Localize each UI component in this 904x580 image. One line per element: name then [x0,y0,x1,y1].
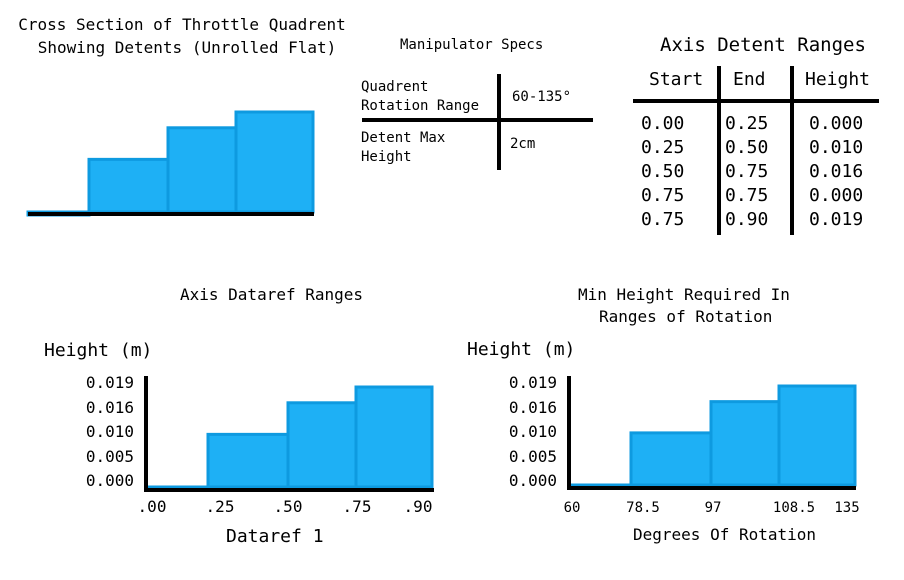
detent-header-height: Height [805,69,871,90]
detent-cell-r4-c2: 0.75 [725,185,769,206]
chart2-x-tick-3: 97 [704,500,722,516]
chart1-bar-4 [354,385,434,489]
cross-section-step-2 [87,157,170,214]
chart1-bar-2 [206,432,290,489]
chart1-x-tick-1: .00 [137,497,167,516]
detent-cell-r1-c2: 0.25 [725,113,769,134]
detent-cell-r4-c1: 0.75 [641,185,685,206]
chart2-y-tick-1: 0.019 [508,373,557,392]
chart2-title-line2: Ranges of Rotation [599,307,773,326]
specs-row2-label-line1: Detent Max [361,130,446,146]
chart2-bar-3 [709,400,781,487]
cross-section-step-3 [166,126,238,214]
chart2-y-tick-2: 0.016 [508,397,557,417]
chart1-y-tick-4: 0.005 [85,446,134,466]
chart1-y-tick-3: 0.010 [85,422,134,441]
chart2-bar-4 [777,384,857,487]
detent-cell-r5-c2: 0.90 [725,209,769,230]
detent-cell-r1-c3: 0.000 [809,113,864,134]
chart1-bar-3 [286,401,358,489]
chart1-x-tick-4: .75 [342,497,372,516]
chart1-x-tick-3: .50 [273,497,303,516]
specs-row1-value: 60-135° [512,89,572,105]
chart2-x-label: Degrees Of Rotation [633,525,817,544]
detent-cell-r2-c2: 0.50 [725,137,769,158]
detent-header-start: Start [649,69,704,90]
detent-cell-r1-c1: 0.00 [641,113,685,134]
detent-cell-r5-c1: 0.75 [641,209,685,230]
chart2-y-tick-3: 0.010 [508,422,557,441]
chart1-x-tick-5: .90 [403,497,433,516]
chart2-x-tick-4: 108.5 [772,500,816,516]
detent-cell-r3-c1: 0.50 [641,161,685,182]
chart1-title: Axis Dataref Ranges [180,285,364,304]
specs-row2-label-line2: Height [361,149,412,165]
chart1-x-tick-2: .25 [205,497,235,516]
chart2-x-tick-5: 135 [834,500,860,516]
chart1-y-tick-1: 0.019 [85,373,134,392]
detent-table-title: Axis Detent Ranges [660,34,866,56]
specs-title: Manipulator Specs [400,37,544,53]
chart2-x-tick-1: 60 [563,500,581,516]
cross-section-title-line1: Cross Section of Throttle Quadrent [18,15,346,34]
chart1-y-tick-5: 0.000 [85,471,134,490]
detent-header-end: End [733,69,766,90]
detent-cell-r2-c3: 0.010 [809,137,864,158]
cross-section-title-line2: Showing Detents (Unrolled Flat) [37,38,337,57]
chart2-x-tick-2: 78.5 [626,500,660,516]
chart2-y-label: Height (m) [467,339,576,360]
detent-cell-r5-c3: 0.019 [809,209,864,230]
chart1-x-label: Dataref 1 [226,526,324,547]
chart2-title-line1: Min Height Required In [578,285,790,304]
specs-row1-label-line1: Quadrent [361,79,429,95]
specs-row1-label-line2: Rotation Range [361,98,480,114]
detent-cell-r3-c2: 0.75 [725,161,769,182]
chart2-bar-2 [629,431,713,487]
cross-section-profile [26,110,315,217]
chart2-y-tick-5: 0.000 [508,471,557,490]
chart1-y-label: Height (m) [44,340,153,361]
chart1-y-tick-2: 0.016 [85,397,134,417]
specs-row2-value: 2cm [510,136,536,152]
chart2-y-tick-4: 0.005 [508,446,557,466]
chart1-bars [146,385,434,492]
detent-cell-r3-c3: 0.016 [809,161,864,182]
chart2-bars [569,384,857,490]
detent-cell-r2-c1: 0.25 [641,137,685,158]
detent-cell-r4-c3: 0.000 [809,185,864,206]
cross-section-step-4 [234,110,315,214]
